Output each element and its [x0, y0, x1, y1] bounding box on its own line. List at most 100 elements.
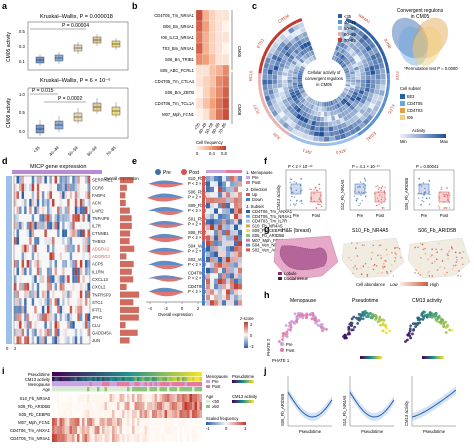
track-cell	[159, 382, 162, 387]
legend-swatch	[246, 229, 250, 233]
track-cell	[189, 377, 192, 382]
heatmap-cell	[84, 418, 87, 426]
age-ring-cell	[258, 85, 262, 92]
heatmap-cell	[82, 434, 85, 442]
heatmap-cell	[67, 229, 70, 238]
heatmap-cell	[84, 214, 88, 222]
legend-label: Lobule	[284, 271, 297, 276]
embedding-point	[450, 328, 454, 332]
heatmap-cell	[197, 418, 200, 426]
heatmap-cell	[162, 402, 165, 410]
venn-subtitle: in CM05	[411, 14, 430, 20]
spatial-spot	[459, 252, 461, 254]
panel-a-top-plot: Kruskal–Wallis, P = 0.000018 P = 0.00004…	[6, 14, 129, 71]
expression-bar	[120, 245, 135, 252]
heatmap-cell	[99, 394, 102, 402]
heatmap-cell	[44, 290, 47, 299]
heatmap-cell	[87, 305, 90, 314]
heatmap-cell	[82, 229, 85, 238]
heatmap-cell	[16, 336, 20, 344]
track-cell	[184, 382, 187, 387]
heatmap-cell	[21, 221, 25, 230]
ring-cell	[323, 106, 328, 112]
ring-cell	[319, 121, 325, 127]
axis-tick: 0	[6, 346, 9, 351]
heatmap-cell	[159, 418, 162, 426]
heatmap-cell	[84, 313, 88, 322]
track-cell	[122, 377, 125, 382]
heatmap-cell	[164, 394, 167, 402]
heatmap-cell	[218, 181, 222, 187]
heatmap-cell	[87, 394, 90, 402]
data-point	[424, 187, 426, 190]
heatmap-cell	[92, 410, 95, 418]
heatmap-cell	[87, 198, 90, 207]
heatmap-cell	[39, 183, 42, 192]
ring-cell	[319, 126, 325, 132]
spatial-spot	[438, 242, 440, 245]
direction-cell	[202, 251, 205, 257]
data-point	[437, 205, 440, 207]
heatmap-cell	[44, 183, 47, 192]
age-ring-cell	[289, 133, 296, 139]
data-point	[318, 183, 320, 186]
heatmap-cell	[14, 290, 17, 299]
track-cell	[99, 382, 102, 387]
zscore-gradient	[244, 322, 248, 348]
legend-gradient	[232, 380, 254, 383]
heatmap-cell	[72, 267, 75, 276]
heatmap-cell	[62, 402, 65, 410]
track-cell	[82, 382, 85, 387]
ring-cell	[297, 79, 303, 83]
data-point	[313, 200, 315, 203]
heatmap-cell	[87, 260, 90, 268]
heatmap-cell	[107, 418, 110, 426]
track-cell	[147, 387, 150, 392]
heatmap-cell	[54, 229, 58, 238]
heatmap-cell	[39, 206, 42, 215]
heatmap-cell	[87, 336, 90, 344]
heatmap-cell	[167, 402, 170, 410]
track-cell	[94, 377, 97, 382]
heatmap-cell	[234, 246, 238, 252]
violin-half-post	[146, 197, 184, 202]
violin-half-post	[150, 224, 184, 228]
heatmap-cell	[69, 328, 73, 337]
legend-gradient	[196, 146, 226, 150]
track-cell	[102, 382, 105, 387]
track-cell	[97, 372, 100, 377]
ring-cell	[303, 36, 310, 43]
track-cell	[64, 372, 67, 377]
heatmap-cell	[19, 191, 22, 199]
spatial-spot	[447, 254, 449, 257]
y-label: S06_Fb_ARID5B	[404, 178, 409, 210]
data-point	[295, 182, 297, 184]
age-ring-cell	[386, 73, 390, 80]
p-value: P = 4.1 × 10⁻¹⁰	[352, 164, 380, 169]
heatmap-cell	[226, 230, 230, 236]
heatmap-cell	[82, 336, 85, 344]
ring-cell	[374, 68, 381, 75]
heatmap-cell	[39, 237, 42, 245]
track-cell	[149, 372, 152, 377]
heatmap-cell	[230, 257, 234, 263]
spatial-spot	[446, 271, 448, 274]
legend-label: CD4T03	[407, 108, 423, 113]
track-cell	[182, 377, 185, 382]
spatial-spot	[385, 260, 387, 262]
heatmap-cell	[124, 402, 127, 410]
track-cell	[59, 382, 62, 387]
heatmap-cell	[79, 198, 83, 207]
heatmap-cell	[84, 252, 88, 260]
heatmap-cell	[69, 410, 72, 418]
axis-label: PHATE 2	[266, 338, 271, 356]
heatmap-cell	[202, 20, 210, 33]
heatmap-row-labels: CD4T05_Tm_NR4A1B06_Bn_NR4A1I06_ILC3_NR4A…	[154, 13, 194, 117]
heatmap-cell	[177, 434, 180, 442]
heatmap-cell	[84, 198, 88, 207]
heatmap-cell	[69, 336, 73, 344]
legend-tick: 0.4	[209, 151, 215, 156]
x-category-label: Pre	[357, 213, 364, 218]
embedding-point	[436, 319, 439, 323]
spatial-spot	[356, 268, 358, 270]
